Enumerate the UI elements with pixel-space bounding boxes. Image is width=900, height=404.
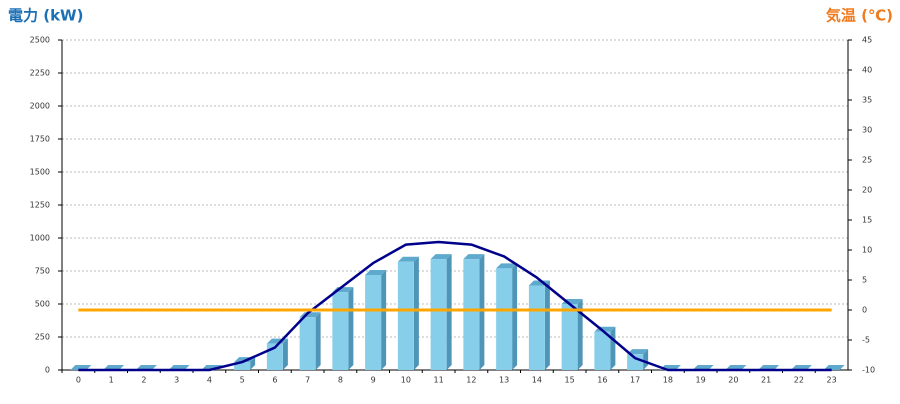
bar [332, 292, 349, 370]
bar-side [381, 269, 387, 370]
x-tick-label: 4 [207, 376, 212, 385]
y2-tick-label: 20 [862, 186, 872, 195]
bar-side [250, 357, 256, 370]
x-tick-label: 13 [499, 376, 509, 385]
y2-tick-label: -5 [862, 336, 870, 345]
bar [463, 259, 480, 370]
x-tick-label: 23 [827, 376, 837, 385]
x-tick-label: 2 [141, 376, 146, 385]
x-tick-label: 12 [466, 376, 476, 385]
y-tick-label: 2250 [30, 69, 50, 78]
y2-tick-label: 40 [862, 66, 872, 75]
x-tick-label: 10 [401, 376, 411, 385]
x-tick-label: 8 [338, 376, 343, 385]
y-tick-label: 1500 [30, 168, 50, 177]
bar [627, 354, 644, 370]
y2-tick-label: 10 [862, 246, 872, 255]
x-tick-label: 21 [761, 376, 771, 385]
x-tick-label: 7 [305, 376, 310, 385]
bar [365, 274, 382, 370]
x-tick-label: 0 [76, 376, 81, 385]
x-tick-label: 14 [532, 376, 542, 385]
y-tick-label: 1000 [30, 234, 50, 243]
x-tick-label: 16 [597, 376, 607, 385]
y-axis-title: 電力 (kW) [8, 7, 83, 25]
y2-tick-label: 5 [862, 276, 867, 285]
bar [528, 285, 545, 370]
bar-side [577, 299, 583, 370]
y-tick-label: 1750 [30, 135, 50, 144]
bar-top [627, 349, 649, 355]
x-tick-label: 6 [272, 376, 277, 385]
bar-side [315, 312, 321, 370]
y2-tick-label: 15 [862, 216, 872, 225]
y2-tick-label: 0 [862, 306, 867, 315]
x-tick-label: 5 [240, 376, 245, 385]
y2-axis-title: 気温 (℃) [826, 7, 893, 25]
y-tick-label: 250 [35, 333, 50, 342]
bar-side [282, 338, 288, 370]
bar [397, 261, 414, 370]
bar [234, 362, 251, 370]
bar-top [365, 269, 387, 275]
bar-top [397, 256, 419, 262]
y-tick-label: 750 [35, 267, 50, 276]
x-tick-label: 18 [663, 376, 673, 385]
bar-side [544, 280, 550, 370]
bar-top [463, 254, 485, 260]
y2-tick-label: -10 [862, 366, 875, 375]
y-tick-label: 2000 [30, 102, 50, 111]
y2-tick-label: 45 [862, 36, 872, 45]
x-tick-label: 9 [371, 376, 376, 385]
x-tick-label: 1 [109, 376, 114, 385]
bar [561, 304, 578, 370]
bar-top [496, 263, 518, 269]
y-tick-label: 500 [35, 300, 50, 309]
bar [299, 317, 316, 370]
x-tick-label: 3 [174, 376, 179, 385]
bar-side [479, 254, 485, 370]
bar-side [643, 349, 649, 370]
y-tick-label: 0 [45, 366, 50, 375]
x-tick-label: 20 [728, 376, 738, 385]
bar-side [348, 287, 354, 370]
y-tick-label: 1250 [30, 201, 50, 210]
x-tick-label: 22 [794, 376, 804, 385]
bar [496, 268, 513, 370]
line [78, 240, 832, 372]
bar-side [610, 326, 616, 370]
x-tick-label: 11 [434, 376, 444, 385]
bar-top [430, 254, 452, 260]
y2-tick-label: 25 [862, 156, 872, 165]
bar-side [446, 254, 452, 370]
bar-side [413, 256, 419, 370]
y2-tick-label: 30 [862, 126, 872, 135]
bar-side [512, 263, 518, 370]
bar [430, 259, 447, 370]
x-tick-label: 15 [565, 376, 575, 385]
y2-tick-label: 35 [862, 96, 872, 105]
x-tick-label: 17 [630, 376, 640, 385]
bar [594, 331, 611, 370]
y-tick-label: 2500 [30, 36, 50, 45]
x-tick-label: 19 [696, 376, 706, 385]
